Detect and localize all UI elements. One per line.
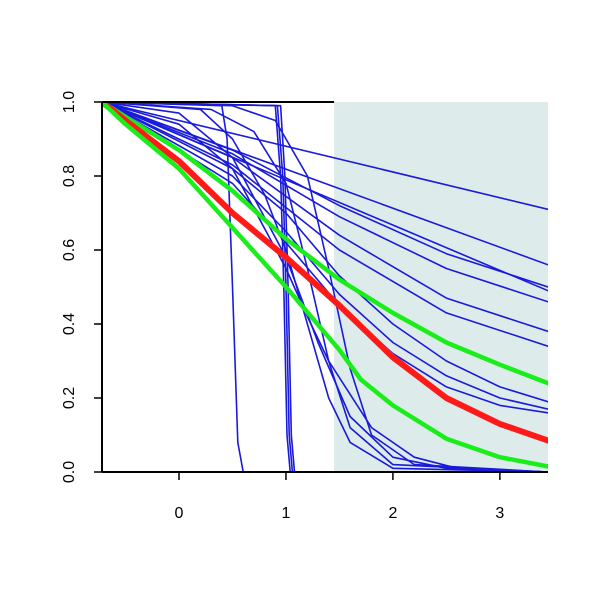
x-tick-label: 0	[175, 505, 184, 522]
series-line-green-19	[102, 102, 548, 386]
x-tick-label: 1	[282, 505, 291, 522]
series-line-blue-14	[102, 102, 548, 333]
y-tick-label: 0.0	[61, 461, 78, 483]
series-group	[102, 102, 548, 472]
series-line-blue-16	[102, 102, 548, 403]
series-line-green-21	[102, 102, 548, 469]
series-line-blue-15	[102, 102, 548, 347]
y-tick-label: 0.6	[61, 239, 78, 261]
y-tick-label: 0.4	[61, 313, 78, 335]
series-line-blue-7	[102, 102, 548, 472]
series-line-blue-12	[102, 102, 548, 288]
y-tick-label: 0.2	[61, 387, 78, 409]
y-tick-label: 1.0	[61, 91, 78, 113]
series-line-blue-9	[102, 102, 548, 211]
shaded-region	[334, 102, 548, 472]
series-line-blue-13	[102, 102, 548, 303]
y-tick-label: 0.8	[61, 165, 78, 187]
series-line-blue-17	[102, 102, 548, 410]
x-tick-label: 2	[388, 505, 397, 522]
series-line-blue-6	[102, 102, 548, 472]
x-tick-label: 3	[495, 505, 504, 522]
series-line-red-20	[102, 102, 548, 444]
